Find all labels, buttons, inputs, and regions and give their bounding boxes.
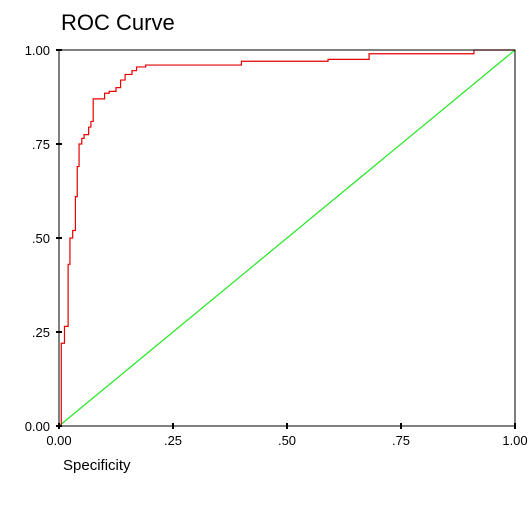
y-tick-label: 1.00 (25, 43, 50, 58)
roc-curve-line (59, 49, 515, 427)
chart-title: ROC Curve (61, 10, 175, 35)
y-tick-label: .50 (32, 231, 50, 246)
y-axis: 0.00 .25 .50 .75 1.00 (25, 43, 62, 434)
x-tick-label: .50 (278, 433, 296, 448)
x-axis-label: Specificity (63, 457, 131, 474)
x-tick-label: .25 (164, 433, 182, 448)
y-tick-label: .75 (32, 137, 50, 152)
x-axis: 0.00 .25 .50 .75 1.00 (46, 423, 528, 448)
x-tick-label: .75 (392, 433, 410, 448)
y-tick-label: 0.00 (25, 419, 50, 434)
x-tick-label: 1.00 (502, 433, 527, 448)
y-tick-label: .25 (32, 325, 50, 340)
plot-series (58, 49, 516, 427)
reference-line (58, 49, 516, 427)
x-tick-label: 0.00 (46, 433, 71, 448)
